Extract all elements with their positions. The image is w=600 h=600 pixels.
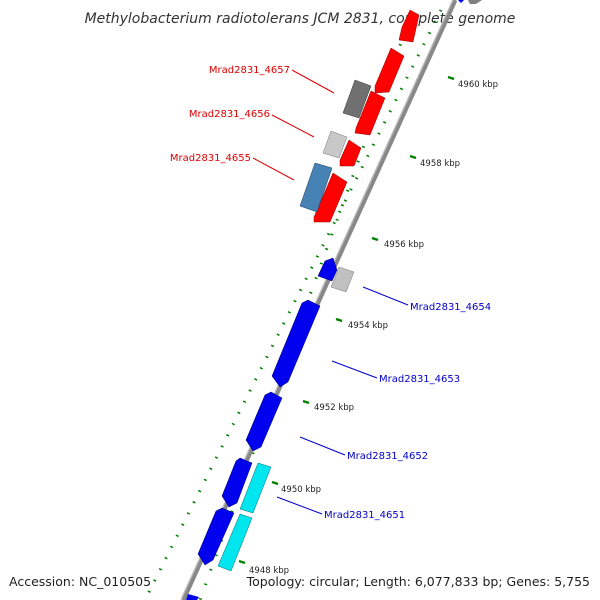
scale-label-4948: 4948 kbp bbox=[249, 566, 289, 576]
gene-arrow-blue-4651a[interactable] bbox=[221, 457, 253, 508]
scale-label-4960: 4960 kbp bbox=[458, 80, 498, 90]
gene-label-4655[interactable]: Mrad2831_4655 bbox=[170, 153, 251, 164]
tick-4950 bbox=[271, 480, 279, 486]
gene-arrow-red-3[interactable] bbox=[339, 139, 362, 167]
gene-arrow-top-red[interactable] bbox=[398, 9, 420, 43]
scale-label-4956: 4956 kbp bbox=[384, 240, 424, 250]
gene-features bbox=[186, 0, 482, 600]
tick-4948 bbox=[238, 559, 246, 565]
gene-label-4651[interactable]: Mrad2831_4651 bbox=[324, 510, 405, 521]
gene-block-lightgrey-4654[interactable] bbox=[330, 266, 355, 293]
callout-line-4654 bbox=[362, 286, 409, 306]
scale-label-4952: 4952 kbp bbox=[314, 403, 354, 413]
gene-arrow-red-1[interactable] bbox=[374, 47, 405, 94]
tick-4956 bbox=[371, 236, 379, 242]
scale-labels: 4948 kbp 4950 kbp 4952 kbp 4954 kbp 4956… bbox=[249, 80, 498, 576]
gene-label-4653[interactable]: Mrad2831_4653 bbox=[379, 374, 460, 385]
gene-arrow-blue-small[interactable] bbox=[317, 257, 338, 282]
gene-block-lightgrey-4656[interactable] bbox=[322, 130, 348, 159]
gene-block-cyan-2[interactable] bbox=[217, 513, 253, 572]
genome-summary-text: Topology: circular; Length: 6,077,833 bp… bbox=[246, 574, 590, 589]
gene-label-4656[interactable]: Mrad2831_4656 bbox=[189, 109, 270, 120]
gene-block-top-grey[interactable] bbox=[468, 0, 482, 4]
scale-ticks bbox=[238, 75, 455, 565]
gene-arrow-blue-bottom[interactable] bbox=[186, 594, 199, 600]
outer-tick-track bbox=[143, 9, 443, 600]
gene-arrow-blue-4653[interactable] bbox=[271, 299, 321, 388]
callout-line-4652 bbox=[299, 436, 346, 456]
accession-text: Accession: NC_010505 bbox=[9, 574, 151, 589]
gene-label-4657[interactable]: Mrad2831_4657 bbox=[209, 65, 290, 76]
scale-label-4950: 4950 kbp bbox=[281, 485, 321, 495]
gene-block-steelblue-4655[interactable] bbox=[299, 162, 333, 213]
gene-arrow-red-2[interactable] bbox=[354, 90, 386, 136]
scale-label-4958: 4958 kbp bbox=[420, 159, 460, 169]
gene-arrow-blue-4652[interactable] bbox=[245, 391, 283, 452]
gene-arrow-top-blue[interactable] bbox=[458, 0, 464, 3]
tick-4954 bbox=[335, 317, 343, 323]
gene-arrow-red-4[interactable] bbox=[313, 172, 348, 223]
tick-4960 bbox=[447, 75, 455, 81]
tick-4952 bbox=[302, 399, 310, 405]
gene-labels: Mrad2831_4657 Mrad2831_4656 Mrad2831_465… bbox=[170, 65, 491, 521]
callout-line-4657 bbox=[291, 69, 335, 94]
gene-label-4654[interactable]: Mrad2831_4654 bbox=[410, 302, 491, 313]
callout-line-4655 bbox=[252, 157, 295, 181]
callout-line-4651 bbox=[276, 496, 323, 515]
gene-callouts bbox=[252, 69, 409, 515]
gene-arrow-blue-4651b[interactable] bbox=[197, 507, 235, 566]
callout-line-4653 bbox=[331, 360, 378, 379]
gene-block-cyan-4651[interactable] bbox=[239, 462, 272, 514]
callout-line-4656 bbox=[271, 114, 315, 138]
tick-4958 bbox=[409, 154, 417, 160]
scale-label-4954: 4954 kbp bbox=[348, 321, 388, 331]
gene-label-4652[interactable]: Mrad2831_4652 bbox=[347, 451, 428, 462]
gene-block-grey-4657[interactable] bbox=[342, 79, 372, 119]
